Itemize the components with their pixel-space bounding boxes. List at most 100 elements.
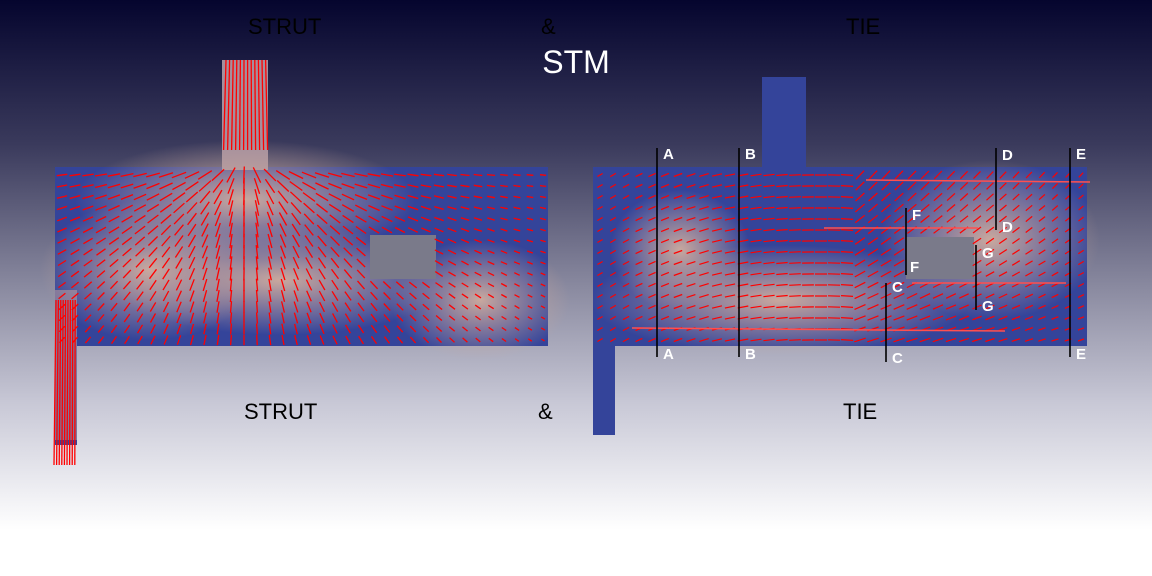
vector-stroke	[109, 280, 119, 290]
vector-stroke	[660, 260, 670, 266]
vector-stroke	[342, 214, 354, 224]
vector-stroke	[513, 250, 521, 254]
vector-stroke	[880, 270, 892, 278]
vector-stroke	[420, 205, 432, 211]
vector-stroke	[486, 173, 496, 177]
vector-stroke	[763, 250, 775, 254]
vector-stroke	[174, 224, 184, 236]
vector-stroke	[396, 325, 404, 333]
vector-stroke	[434, 271, 444, 277]
vector-stroke	[146, 182, 160, 190]
vector-stroke	[854, 248, 866, 256]
vector-stroke	[447, 216, 457, 222]
vector-stroke	[750, 305, 762, 309]
vector-stroke	[97, 303, 105, 311]
vector-stroke	[173, 202, 185, 214]
vector-stroke	[474, 293, 482, 299]
vector-stroke	[185, 181, 199, 191]
tie-left-leg	[593, 335, 615, 435]
vector-stroke	[306, 301, 312, 313]
vector-stroke	[461, 326, 469, 332]
vector-stroke	[407, 227, 419, 233]
vector-stroke	[539, 184, 547, 188]
vector-stroke	[435, 292, 443, 300]
vector-stroke	[999, 215, 1007, 223]
vector-stroke	[686, 261, 696, 265]
vector-stroke	[94, 173, 108, 177]
vector-stroke	[724, 217, 736, 221]
vector-stroke	[881, 214, 891, 224]
vector-stroke	[622, 194, 630, 200]
vector-stroke	[1025, 227, 1033, 233]
vector-stroke	[331, 290, 339, 302]
vector-stroke	[289, 191, 303, 203]
vector-stroke	[972, 271, 982, 277]
vector-stroke	[972, 193, 982, 201]
vector-stroke	[998, 326, 1008, 332]
vector-stroke	[686, 283, 696, 287]
vector-stroke	[660, 205, 670, 211]
vector-stroke	[699, 261, 709, 265]
vector-stroke	[724, 184, 736, 188]
vector-stroke	[1078, 205, 1084, 211]
vector-stroke	[342, 225, 354, 235]
vector-stroke	[527, 338, 533, 342]
vector-stroke	[344, 291, 352, 301]
vector-stroke	[1077, 249, 1085, 255]
vector-stroke	[540, 272, 546, 276]
vector-stroke	[867, 304, 879, 310]
vector-stroke	[763, 217, 775, 221]
vector-stroke	[526, 228, 534, 232]
vector-stroke	[83, 248, 93, 256]
vector-stroke	[228, 211, 234, 227]
vector-stroke	[238, 59, 242, 151]
vector-stroke	[331, 279, 339, 291]
vector-stroke	[135, 258, 145, 268]
vector-stroke	[894, 214, 904, 224]
vector-stroke	[185, 191, 199, 203]
vector-stroke	[229, 312, 233, 324]
vector-stroke	[328, 182, 342, 190]
vector-stroke	[328, 203, 342, 213]
vector-stroke	[475, 337, 481, 343]
vector-stroke	[202, 290, 208, 302]
vector-stroke	[202, 267, 208, 281]
vector-stroke	[1038, 249, 1046, 255]
vector-stroke	[448, 293, 456, 299]
vector-stroke	[461, 260, 469, 266]
vector-stroke	[893, 248, 905, 256]
vector-stroke	[1078, 238, 1084, 244]
vector-stroke	[789, 229, 801, 231]
vector-stroke	[279, 245, 287, 259]
vector-stroke	[56, 216, 68, 222]
vector-stroke	[267, 222, 273, 238]
vector-stroke	[407, 216, 419, 222]
vector-stroke	[854, 237, 866, 245]
vector-stroke	[893, 270, 905, 278]
vector-stroke	[1038, 171, 1046, 179]
vector-stroke	[1078, 183, 1084, 189]
vector-stroke	[985, 271, 995, 277]
vector-stroke	[622, 282, 630, 288]
vector-stroke	[622, 172, 630, 178]
vector-stroke	[1051, 271, 1059, 277]
vector-stroke	[724, 338, 736, 342]
vector-stroke	[305, 268, 313, 280]
vector-stroke	[750, 250, 762, 254]
vector-stroke	[513, 217, 521, 221]
vector-stroke	[121, 215, 133, 223]
vector-stroke	[868, 181, 878, 191]
vector-stroke	[277, 190, 289, 204]
vector-stroke	[711, 206, 723, 210]
page-title: STM	[542, 44, 610, 80]
vector-stroke	[229, 233, 233, 249]
vector-stroke	[255, 256, 259, 270]
vector-stroke	[175, 257, 183, 269]
vector-stroke	[83, 270, 93, 278]
vector-stroke	[341, 183, 355, 189]
vector-stroke	[474, 304, 482, 310]
vector-stroke	[202, 301, 208, 313]
vector-stroke	[635, 337, 643, 343]
vector-stroke	[1011, 293, 1021, 299]
